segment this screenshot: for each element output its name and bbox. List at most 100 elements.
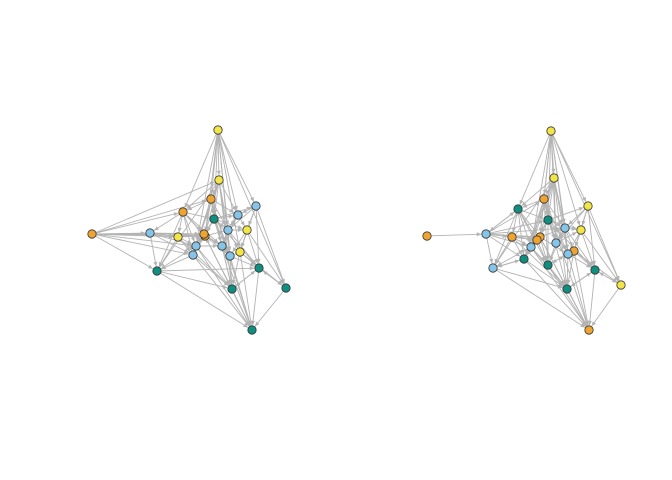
graph-node-R18[interactable] [616, 280, 626, 290]
graph-node-R19[interactable] [562, 284, 572, 294]
edge-arrowhead [228, 214, 234, 219]
graph-node-R3[interactable] [539, 194, 549, 204]
graph-edge [95, 235, 154, 270]
edge-arrowhead [476, 232, 482, 237]
graph-node-R11[interactable] [576, 225, 586, 235]
edge-arrowhead [532, 228, 538, 234]
graph-node-L3[interactable] [206, 194, 216, 204]
graph-edge [195, 257, 229, 287]
edge-arrowhead [196, 225, 201, 231]
graph-node-R7[interactable] [481, 229, 491, 239]
graph-node-R15[interactable] [519, 254, 529, 264]
graph-node-R12[interactable] [526, 242, 536, 252]
edge-arrowhead [216, 170, 221, 176]
graph-edge [581, 233, 594, 266]
edge-arrowhead [204, 215, 210, 219]
edge-arrowhead [250, 270, 256, 276]
graph-node-L17[interactable] [254, 263, 264, 273]
graph-node-L4[interactable] [178, 207, 188, 217]
graph-edge [496, 248, 528, 267]
graph-node-L1[interactable] [213, 125, 223, 135]
graph-node-R10[interactable] [560, 223, 570, 233]
edge-arrowhead [229, 208, 234, 213]
graph-edge [220, 183, 237, 212]
graph-edge [150, 237, 157, 267]
graph-node-R20[interactable] [584, 325, 594, 335]
edge-arrowhead [517, 249, 522, 255]
graph-edge [160, 271, 228, 289]
graph-edge [494, 212, 517, 264]
edge-arrowhead [153, 261, 158, 267]
graph-edge [160, 247, 193, 269]
graph-edge [214, 184, 219, 215]
edge-arrowhead [262, 270, 268, 276]
graph-edge [217, 134, 220, 176]
edge-arrowhead [561, 245, 566, 250]
graph-node-L18[interactable] [281, 283, 291, 293]
graph-node-L20[interactable] [247, 325, 257, 335]
graph-edge [574, 255, 589, 326]
graph-node-R17[interactable] [590, 265, 600, 275]
graph-node-L10[interactable] [223, 225, 233, 235]
edge-arrowhead [148, 264, 153, 269]
graph-node-R1[interactable] [546, 126, 556, 136]
graph-edge [218, 133, 238, 211]
edge-arrowhead [522, 203, 528, 208]
edge-arrowhead [559, 280, 565, 286]
graph-node-L12[interactable] [191, 241, 201, 251]
graph-node-L15[interactable] [188, 250, 198, 260]
graph-node-R16[interactable] [488, 263, 498, 273]
edge-arrowhead [227, 279, 232, 285]
graph-node-L2[interactable] [214, 175, 224, 185]
graph-node-L21[interactable] [199, 229, 209, 239]
edge-arrowhead [242, 209, 248, 213]
graph-node-L8[interactable] [173, 232, 183, 242]
graph-edge [496, 268, 563, 289]
edge-arrowhead [249, 262, 255, 267]
edges-layer [95, 133, 620, 328]
edge-arrowhead [558, 232, 563, 237]
edge-arrowhead [223, 281, 229, 286]
graph-node-L6[interactable] [251, 201, 261, 211]
graph-node-R2[interactable] [549, 173, 559, 183]
graph-node-L16[interactable] [152, 266, 162, 276]
edge-arrowhead [218, 230, 224, 235]
graph-node-L0[interactable] [87, 229, 97, 239]
graph-node-L5[interactable] [209, 214, 219, 224]
graph-node-L14[interactable] [225, 251, 235, 261]
graph-edge [495, 240, 511, 265]
edge-arrowhead [591, 321, 596, 327]
edge-arrowhead [535, 201, 540, 206]
edge-arrowhead [586, 272, 592, 277]
edge-arrowhead [153, 226, 159, 231]
graph-node-L23[interactable] [217, 241, 227, 251]
edge-arrowhead [186, 240, 192, 244]
graph-node-R23[interactable] [543, 260, 553, 270]
graph-node-L22[interactable] [233, 210, 243, 220]
graph-edge [233, 292, 251, 326]
edge-arrowhead [519, 199, 524, 205]
edge-arrowhead [586, 262, 592, 267]
graph-node-R21[interactable] [532, 235, 542, 245]
graph-node-R6[interactable] [583, 201, 593, 211]
graph-edge [180, 239, 229, 287]
graph-node-L7[interactable] [145, 228, 155, 238]
graph-node-R8[interactable] [507, 232, 517, 242]
edge-arrowhead [254, 321, 260, 327]
graph-edge [218, 134, 240, 248]
graph-edge [514, 239, 564, 287]
graph-node-R0[interactable] [422, 231, 432, 241]
edge-arrowhead [540, 256, 545, 262]
graph-node-L11[interactable] [242, 225, 252, 235]
edge-arrowhead [580, 323, 586, 328]
edge-arrowhead [489, 258, 494, 264]
graph-node-L19[interactable] [227, 284, 237, 294]
graph-edge [489, 234, 527, 247]
graph-node-R22[interactable] [551, 238, 561, 248]
graph-node-R5[interactable] [543, 215, 553, 225]
graph-node-R14[interactable] [563, 249, 573, 259]
edge-arrowhead [243, 323, 249, 328]
graph-node-R4[interactable] [513, 204, 523, 214]
graph-node-L13[interactable] [235, 247, 245, 257]
graph-edge [160, 272, 249, 328]
